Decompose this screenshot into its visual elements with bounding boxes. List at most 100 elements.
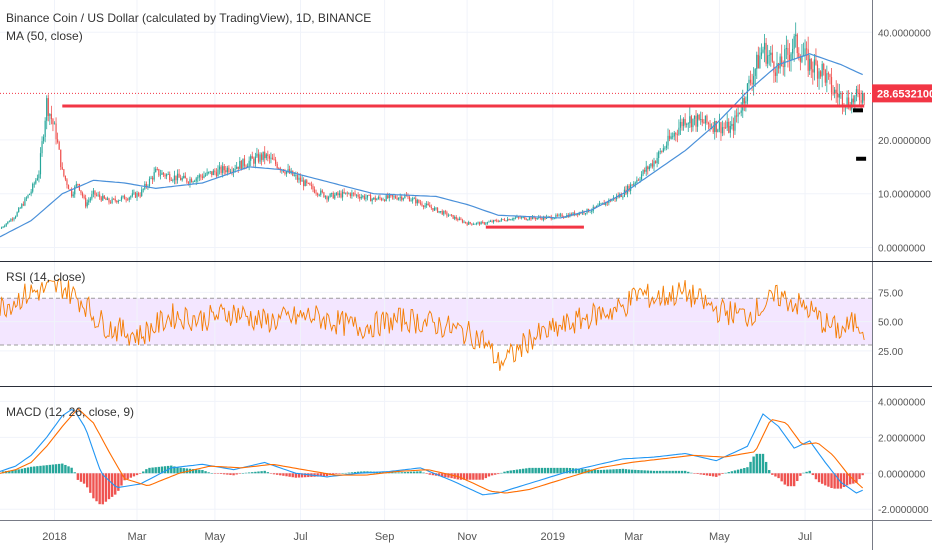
candle-body: [475, 222, 478, 224]
candle-body: [519, 217, 521, 219]
candle-body: [192, 181, 194, 183]
candle-body: [180, 177, 182, 181]
macd-histogram-bar: [537, 467, 540, 474]
candle-body: [830, 77, 833, 93]
candle-body: [276, 163, 278, 169]
candle-body: [226, 167, 228, 173]
candle-body: [2, 226, 4, 228]
macd-histogram-bar: [344, 472, 347, 474]
macd-histogram-bar: [269, 473, 273, 474]
macd-histogram-bar: [413, 471, 416, 474]
candle-body: [94, 190, 96, 195]
candle-body: [334, 195, 336, 199]
candle-body: [391, 195, 393, 197]
macd-histogram-bar: [565, 467, 568, 474]
macd-histogram-bar: [824, 473, 827, 486]
macd-histogram-bar: [814, 473, 818, 480]
candle-body: [103, 195, 105, 199]
macd-histogram-bar: [42, 465, 45, 474]
candle-body: [507, 218, 509, 221]
candle-body: [528, 217, 531, 220]
candle-body: [494, 220, 496, 221]
macd-histogram-bar: [391, 472, 394, 474]
macd-histogram-bar: [57, 463, 61, 474]
macd-histogram-bar: [26, 467, 30, 474]
time-tick-label: Sep: [375, 531, 395, 543]
macd-histogram-bar: [646, 470, 649, 474]
candle-body: [304, 180, 306, 187]
candle-body: [477, 222, 479, 224]
macd-histogram-bar: [157, 466, 161, 474]
candle-body: [312, 185, 314, 190]
candle-body: [605, 202, 607, 205]
candle-body: [264, 151, 266, 159]
macd-histogram-bar: [23, 468, 27, 474]
candle-body: [712, 127, 714, 133]
candle-body: [298, 177, 300, 180]
candle-body: [418, 200, 420, 203]
macd-histogram-bar: [783, 473, 786, 485]
candle-body: [18, 208, 20, 213]
macd-histogram-bar: [730, 471, 734, 474]
candle-body: [354, 193, 356, 195]
candle-body: [854, 95, 856, 103]
macd-histogram-bar: [51, 464, 55, 474]
candle-body: [502, 219, 504, 220]
candle-body: [639, 179, 641, 181]
candle-body: [352, 192, 355, 194]
candle-body: [846, 97, 848, 107]
candle-body: [30, 191, 32, 194]
macd-histogram-bar: [680, 470, 684, 474]
macd-histogram-bar: [185, 468, 189, 474]
candle-body: [633, 183, 635, 186]
candle-body: [717, 129, 719, 132]
macd-histogram-bar: [409, 471, 413, 474]
candle-body: [374, 197, 376, 201]
candle-body: [229, 171, 232, 173]
candle-body: [771, 52, 773, 62]
candle-body: [746, 83, 749, 102]
candle-body: [4, 225, 6, 227]
macd-histogram-bar: [805, 471, 808, 474]
candle-body: [232, 169, 235, 173]
candle-body: [315, 192, 317, 194]
macd-histogram-bar: [820, 473, 824, 484]
candle-body: [119, 199, 121, 201]
rsi-line: [0, 278, 865, 371]
macd-histogram-bar: [481, 473, 484, 480]
candle-body: [667, 135, 669, 146]
candle-body: [306, 180, 308, 183]
time-tick-label: Nov: [457, 531, 477, 543]
candle-body: [204, 174, 207, 176]
candle-body: [505, 220, 507, 222]
candle-body: [398, 197, 400, 200]
macd-histogram-bar: [746, 467, 749, 474]
macd-histogram-bar: [238, 473, 241, 474]
price-tick-label: 40.0000000: [878, 28, 931, 39]
candle-body: [293, 175, 295, 177]
candle-body: [195, 178, 197, 182]
macd-histogram-bar: [761, 453, 765, 474]
candle-body: [147, 185, 149, 187]
candle-body: [637, 179, 640, 181]
macd-histogram-bar: [82, 473, 86, 484]
candle-body: [105, 198, 107, 201]
price-tick-label: 10.0000000: [878, 190, 931, 201]
macd-histogram-bar: [142, 471, 145, 474]
candle-body: [430, 207, 432, 209]
candle-body: [553, 217, 555, 219]
macd-histogram-bar: [207, 472, 210, 474]
macd-histogram-bar: [462, 473, 466, 480]
candle-body: [821, 63, 823, 77]
macd-histogram-bar: [687, 471, 690, 474]
candle-body: [215, 172, 218, 177]
candle-body: [127, 199, 129, 201]
macd-histogram-bar: [845, 473, 849, 486]
candle-body: [813, 59, 815, 73]
macd-histogram-bar: [114, 473, 117, 495]
time-tick-label: Jul: [798, 531, 812, 543]
candle-body: [818, 71, 820, 79]
time-tick-label: 2019: [541, 531, 565, 543]
candle-body: [382, 199, 384, 201]
